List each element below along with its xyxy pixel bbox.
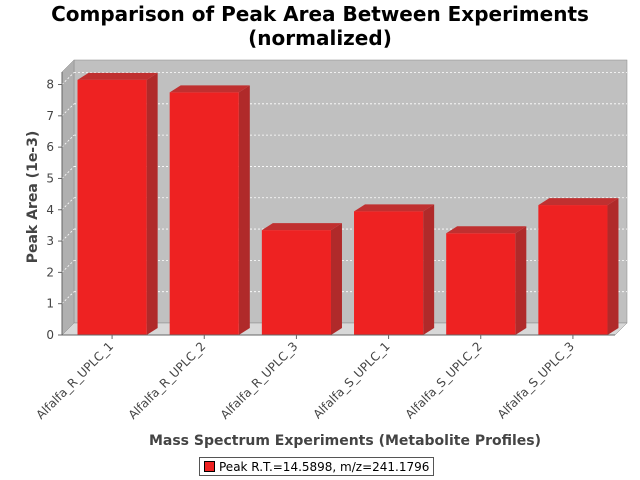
bar-top <box>169 85 250 93</box>
bar-side <box>423 204 435 335</box>
y-tick-label: 1 <box>46 297 54 311</box>
bar-top <box>354 204 435 212</box>
gridline-side <box>61 197 75 211</box>
chart-title-line-2: (normalized) <box>248 26 392 50</box>
x-tick-label: Alfalfa_R_UPLC_3 <box>218 339 301 422</box>
y-axis: 0 1 2 3 4 5 6 7 8 <box>46 72 63 342</box>
y-axis-label: Peak Area (1e-3) <box>25 131 41 264</box>
y-tick-label: 2 <box>46 265 54 279</box>
gridline-side <box>61 72 75 85</box>
bar-side <box>607 198 619 335</box>
bar <box>261 223 342 335</box>
chart-title-line-1: Comparison of Peak Area Between Experime… <box>51 2 589 26</box>
x-axis-label: Mass Spectrum Experiments (Metabolite Pr… <box>149 433 541 449</box>
legend-swatch <box>204 461 215 472</box>
x-tick-label: Alfalfa_S_UPLC_3 <box>495 339 577 421</box>
bar-front <box>446 233 516 335</box>
bar-series <box>77 72 619 335</box>
y-tick-label: 6 <box>46 140 54 154</box>
y-tick-label: 8 <box>46 78 54 92</box>
y-tick-label: 0 <box>46 328 54 342</box>
bar <box>169 85 250 335</box>
plot-left-wall <box>61 59 75 336</box>
y-tick-label: 7 <box>46 109 54 123</box>
legend: Peak R.T.=14.5898, m/z=241.1796 <box>199 457 435 476</box>
bar-front <box>538 205 608 335</box>
gridline-side <box>61 134 75 148</box>
bar-front <box>261 230 331 335</box>
gridline-side <box>61 291 75 304</box>
bar-side <box>238 85 250 335</box>
bar <box>446 226 527 335</box>
x-axis: Alfalfa_R_UPLC_1 Alfalfa_R_UPLC_2 Alfalfa_… <box>33 334 615 422</box>
x-tick-label: Alfalfa_S_UPLC_2 <box>403 339 485 421</box>
bar <box>538 198 619 335</box>
bar-front <box>169 92 239 335</box>
bar-top <box>538 198 619 206</box>
legend-label: Peak R.T.=14.5898, m/z=241.1796 <box>219 459 430 474</box>
bar-front <box>77 79 147 335</box>
gridlines <box>61 72 627 304</box>
bar-side <box>330 223 342 335</box>
bar <box>354 204 435 335</box>
bar-top <box>77 72 158 80</box>
bar-top <box>261 223 342 231</box>
y-tick-label: 3 <box>46 234 54 248</box>
bar-top <box>446 226 527 234</box>
bar-front <box>354 211 424 335</box>
y-tick-label: 5 <box>46 171 54 185</box>
gridline-side <box>61 260 75 273</box>
bar-side <box>515 226 527 335</box>
chart-title: Comparison of Peak Area Between Experime… <box>0 2 640 50</box>
bar-side <box>146 72 158 335</box>
x-tick-label: Alfalfa_R_UPLC_1 <box>33 339 116 422</box>
bar <box>77 72 158 335</box>
gridline-side <box>61 103 75 117</box>
y-tick-label: 4 <box>46 203 54 217</box>
x-tick-label: Alfalfa_R_UPLC_2 <box>126 339 209 422</box>
gridline-side <box>61 166 75 179</box>
x-tick-label: Alfalfa_S_UPLC_1 <box>310 339 392 421</box>
gridline-side <box>61 228 75 242</box>
